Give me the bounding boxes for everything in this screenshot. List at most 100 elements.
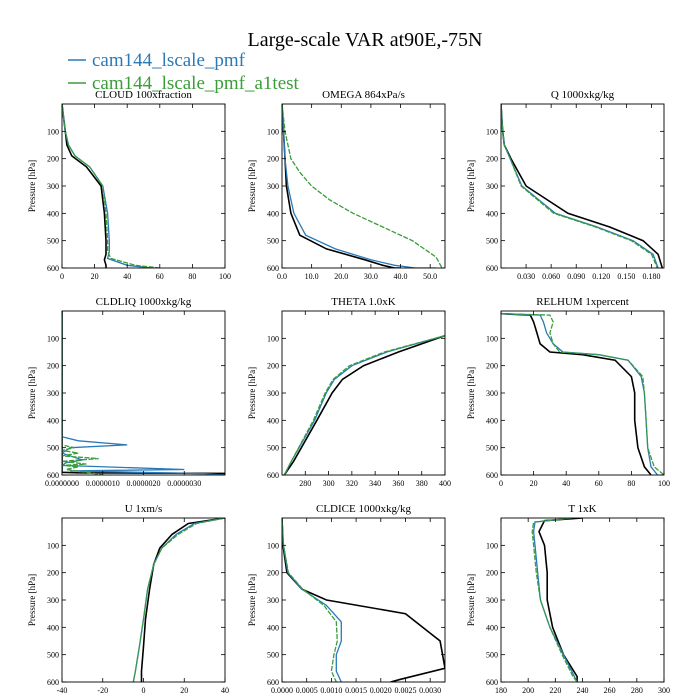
y-axis-label: Pressure [hPa] [466,160,476,212]
legend-label-a1test: cam144_lscale_pmf_a1test [92,73,300,94]
plot-frame [61,103,226,269]
y-tick-label: 600 [486,678,498,687]
y-tick-label: 500 [486,237,498,246]
y-tick-label: 200 [486,569,498,578]
panel-8: CLDICE 1000xkg/kg Pressure [hPa] 100 200 300… [247,503,446,695]
x-tick-label: 0 [142,686,146,695]
y-tick-label: 200 [267,362,279,371]
series-reference-line [501,312,652,475]
y-tick-label: 600 [47,264,59,273]
series-a1test-line [62,104,160,268]
x-tick-label: 30.0 [364,272,378,281]
x-tick-label: 60 [595,479,603,488]
x-tick-label: 0.0020 [370,686,392,695]
panel-title: Q 1000xkg/kg [551,89,615,101]
y-tick-label: 500 [47,237,59,246]
panel-9: T 1xK Pressure [hPa] 100 200 300 400 500 600180… [466,503,670,695]
y-tick-label: 100 [47,334,59,343]
x-tick-label: -20 [97,686,108,695]
y-tick-label: 200 [47,569,59,578]
x-tick-label: 0.0015 [345,686,367,695]
x-tick-label: 300 [323,479,335,488]
x-tick-label: 20 [530,479,538,488]
y-tick-label: 200 [267,569,279,578]
panel-title: THETA 1.0xK [331,296,396,308]
y-axis-label: Pressure [hPa] [247,367,257,419]
y-tick-label: 400 [267,416,279,425]
x-tick-label: 320 [346,479,358,488]
series-pmf-line [62,104,152,268]
panel-4: CLDLIQ 1000xkg/kg Pressure [hPa] 100 200 300… [27,296,226,488]
series-pmf-line [532,518,578,682]
panel-2: OMEGA 864xPa/s Pressure [hPa] 100 200 300 400… [247,89,446,281]
y-tick-label: 500 [267,651,279,660]
y-tick-label: 100 [486,541,498,550]
y-tick-label: 400 [267,209,279,218]
y-tick-label: 600 [486,471,498,480]
series-reference-line [538,518,583,682]
panel-3: Q 1000xkg/kg Pressure [hPa] 100 200 300 400 50… [466,89,665,281]
panel-title: CLOUD 100xfraction [95,89,192,101]
y-axis-label: Pressure [hPa] [466,367,476,419]
panel-title: RELHUM 1xpercent [536,296,629,308]
y-tick-label: 200 [267,155,279,164]
x-tick-label: 0.030 [517,272,535,281]
series-reference-line [282,518,445,682]
x-tick-label: 0.0000000 [45,479,79,488]
x-tick-label: 80 [627,479,635,488]
x-tick-label: 180 [495,686,507,695]
y-tick-label: 500 [267,444,279,453]
x-tick-label: 360 [392,479,404,488]
y-tick-label: 500 [486,444,498,453]
x-tick-label: 340 [369,479,381,488]
legend: cam144_lscale_pmf cam144_lscale_pmf_a1te… [68,50,300,94]
series-pmf-line [283,334,445,475]
series-reference-line [62,104,107,268]
x-tick-label: 40.0 [394,272,408,281]
panel-title: U 1xm/s [125,503,163,515]
y-tick-label: 100 [47,127,59,136]
y-tick-label: 300 [47,389,59,398]
panel-title: OMEGA 864xPa/s [322,89,405,101]
y-tick-label: 200 [486,155,498,164]
x-tick-label: 10.0 [305,272,319,281]
x-tick-label: 0.0000 [271,686,293,695]
y-axis-label: Pressure [hPa] [466,574,476,626]
legend-label-pmf: cam144_lscale_pmf [92,50,246,71]
series-pmf-line [132,518,225,682]
series-reference-line [283,334,445,475]
y-tick-label: 500 [47,651,59,660]
x-tick-label: 0.0000020 [127,479,161,488]
x-tick-label: 300 [658,686,670,695]
y-tick-label: 300 [486,182,498,191]
y-tick-label: 100 [267,541,279,550]
series-a1test-line [283,334,445,475]
y-tick-label: 100 [267,127,279,136]
y-tick-label: 600 [267,678,279,687]
y-tick-label: 100 [47,541,59,550]
x-tick-label: 0.150 [617,272,635,281]
x-tick-label: 0.0005 [296,686,318,695]
plot-frame [500,517,665,683]
series-pmf-line [282,518,342,682]
x-tick-label: 400 [439,479,451,488]
panel-5: THETA 1.0xK Pressure [hPa] 100 200 300 400 500… [247,296,451,488]
x-tick-label: 260 [604,686,616,695]
x-tick-label: 240 [577,686,589,695]
series-reference-line [140,518,225,682]
y-axis-label: Pressure [hPa] [27,367,37,419]
x-tick-label: 20.0 [334,272,348,281]
panel-title: CLDLIQ 1000xkg/kg [96,296,192,308]
y-tick-label: 400 [47,209,59,218]
y-tick-label: 300 [267,596,279,605]
y-tick-label: 400 [486,623,498,632]
x-tick-label: 40 [221,686,229,695]
x-tick-label: 20 [91,272,99,281]
y-axis-label: Pressure [hPa] [247,160,257,212]
x-tick-label: 0 [60,272,64,281]
y-tick-label: 200 [47,362,59,371]
y-axis-label: Pressure [hPa] [247,574,257,626]
y-tick-label: 100 [486,127,498,136]
